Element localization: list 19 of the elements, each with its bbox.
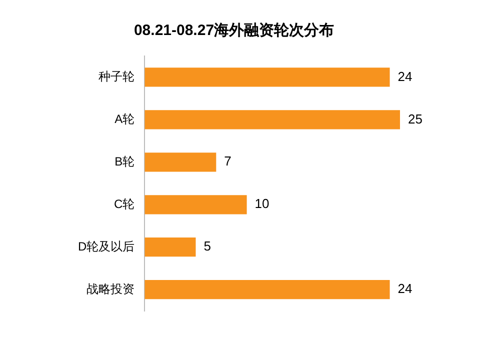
bar: [144, 280, 390, 300]
y-tick-label: A轮: [114, 112, 135, 126]
y-tick-label: 战略投资: [86, 282, 135, 296]
bar: [144, 238, 196, 257]
y-tick-label: C轮: [114, 196, 135, 211]
chart-title: 08.21-08.27海外融资轮次分布: [134, 22, 334, 40]
y-tick-label: D轮及以后: [78, 239, 135, 254]
bar: [144, 110, 400, 130]
data-label: 10: [254, 196, 270, 212]
data-label: 24: [398, 68, 412, 84]
y-tick-label: B轮: [114, 154, 135, 168]
y-tick-label: 种子轮: [98, 70, 135, 84]
data-label: 7: [224, 154, 232, 169]
data-label: 25: [408, 111, 422, 126]
bar: [144, 68, 390, 87]
bar: [144, 152, 216, 172]
data-label: 5: [204, 238, 211, 254]
bar: [144, 195, 247, 214]
data-label: 24: [398, 281, 412, 296]
